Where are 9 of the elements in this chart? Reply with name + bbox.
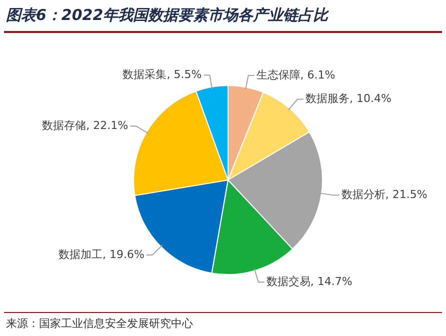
slice-label: 生态保障, 6.1% xyxy=(256,68,336,82)
chart-title: 图表6：2022年我国数据要素市场各产业链占比 xyxy=(6,6,328,25)
slice-label: 数据采集, 5.5% xyxy=(122,68,202,81)
slice-label: 数据服务, 10.4% xyxy=(305,92,392,106)
slice-label: 数据加工, 19.6% xyxy=(58,248,144,261)
slice-label: 数据交易, 14.7% xyxy=(266,274,352,288)
source-note: 来源：国家工业信息安全发展研究中心 xyxy=(6,316,193,331)
slice-label: 数据分析, 21.5% xyxy=(341,188,428,202)
slice-label: 数据存储, 22.1% xyxy=(42,119,128,132)
